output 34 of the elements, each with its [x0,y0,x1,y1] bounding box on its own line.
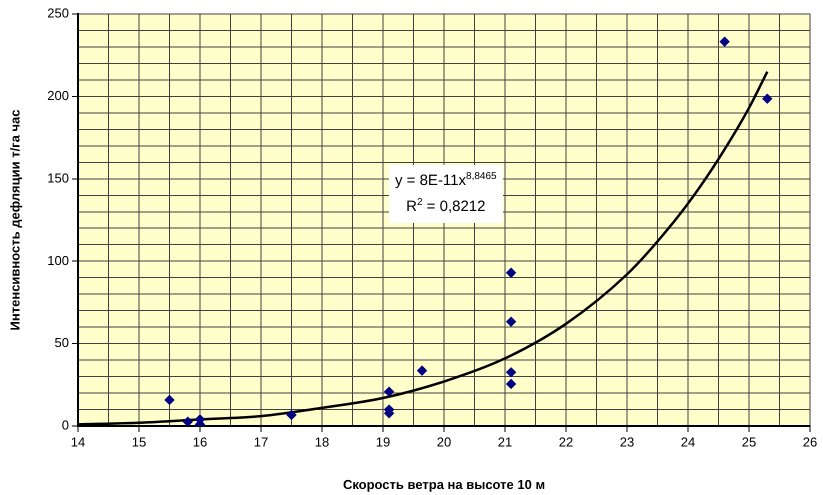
x-axis-title: Скорость ветра на высоте 10 м [342,476,546,492]
annotation: y = 8E-11x$^{8,8465}$ [395,171,497,189]
x-tick-label: 19 [376,434,390,450]
x-tick-label: 14 [70,434,86,450]
x-tick-label: 25 [742,434,756,450]
point [506,268,516,278]
point [417,366,428,376]
y-tick-label: 200 [47,88,69,103]
point [384,386,394,397]
x-tick-label: 26 [802,434,818,450]
x-tick-label: 15 [132,434,146,450]
point [720,36,730,47]
x-tick-label: 20 [436,434,452,450]
point [762,94,772,104]
point [286,410,296,420]
annotation: R$^{2}$ = 0,8212 [406,197,486,215]
y-axis-title: Интенсивность дефляции т/га час [7,110,22,330]
x-tick-label: 17 [254,434,268,450]
y-tick-label: 50 [54,335,69,350]
y-tick-label: 0 [62,418,69,433]
x-tick-label: 22 [558,434,574,450]
point [506,367,516,378]
point [164,394,174,405]
x-tick-label: 18 [314,434,330,450]
point [506,316,516,327]
point [182,416,193,426]
x-tick-label: 21 [498,434,512,450]
x-tick-label: 23 [620,434,634,450]
y-tick-label: 250 [47,6,69,21]
y-tick-label: 100 [47,252,69,268]
point [506,378,516,389]
y-tick-label: 150 [47,170,69,186]
x-tick-label: 24 [680,434,696,450]
x-tick-label: 16 [192,434,208,450]
